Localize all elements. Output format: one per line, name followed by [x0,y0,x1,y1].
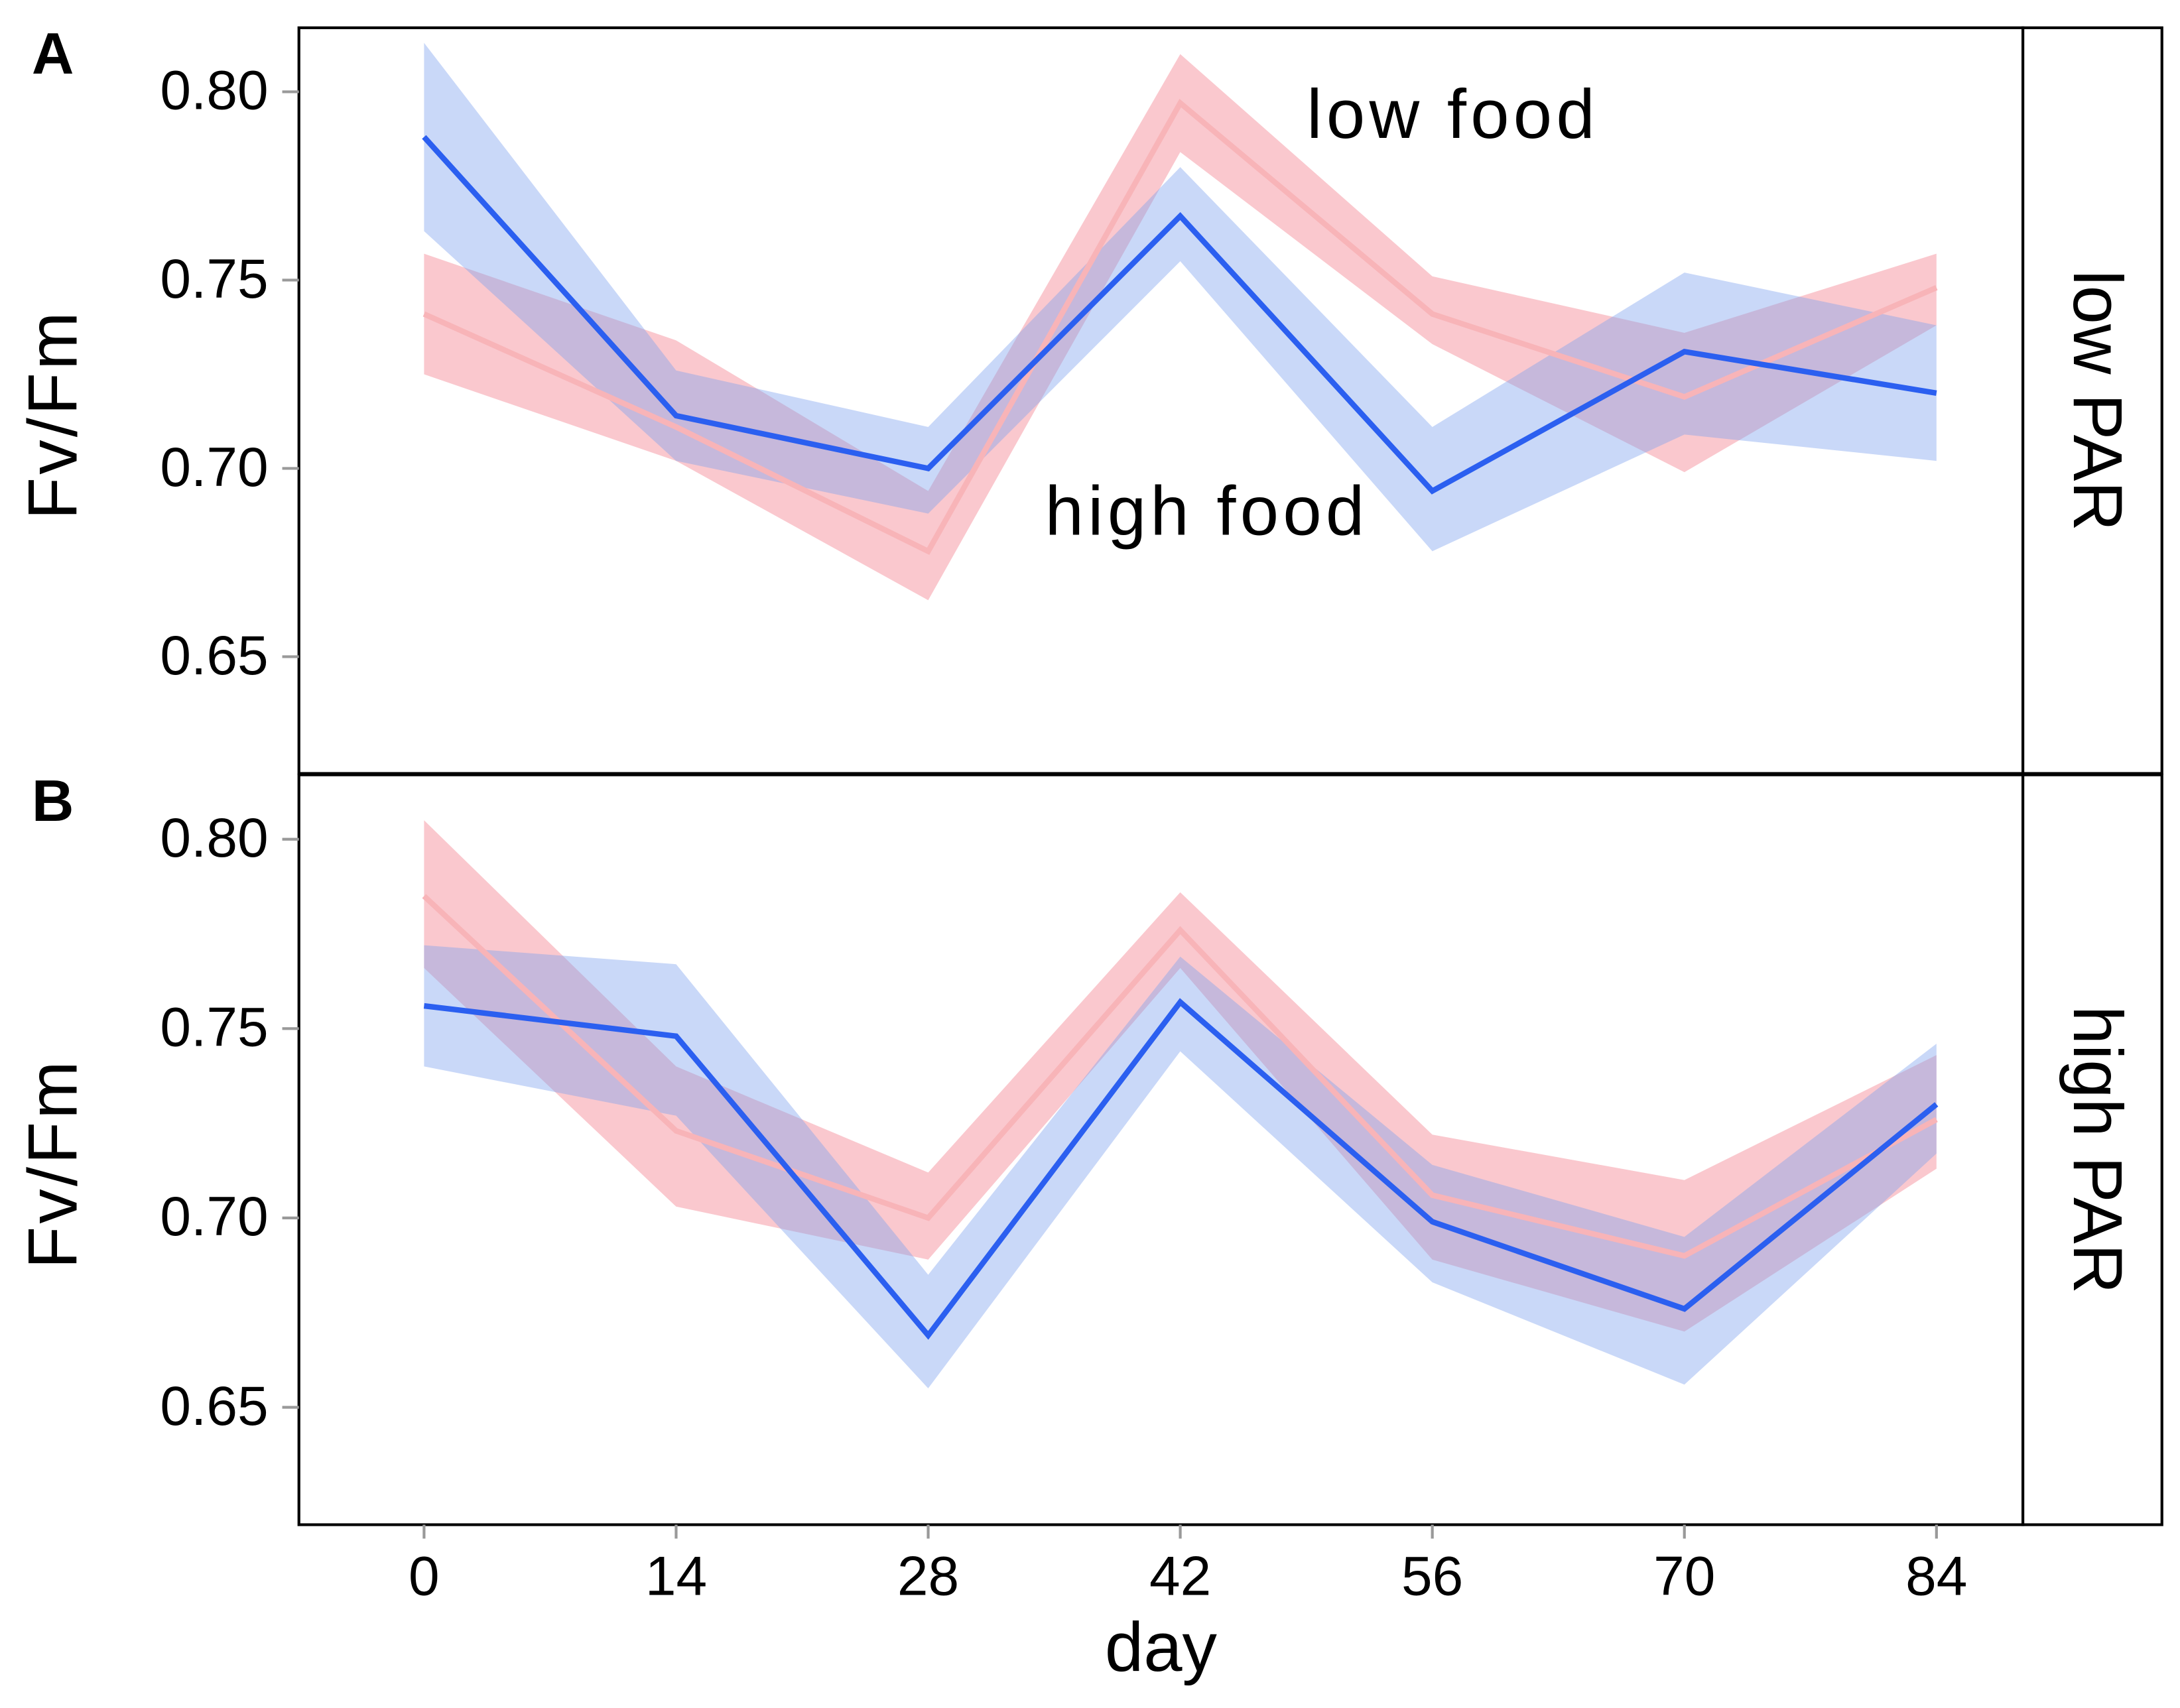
y-tick-label: 0.80 [160,806,268,869]
y-tick-label: 0.70 [160,1185,268,1247]
y-tick-label: 0.75 [160,996,268,1058]
plot-frame [297,26,2025,775]
series-line [422,894,1938,1259]
x-tick-label: 14 [645,1544,707,1607]
x-tick-label: 28 [897,1544,959,1607]
x-tick-label: 42 [1149,1544,1211,1607]
x-tick-label: 56 [1401,1544,1463,1607]
y-tick-label: 0.75 [160,247,268,310]
facet-strip [2021,773,2163,1526]
series-line [423,998,1939,1340]
confidence-band [424,54,1937,601]
facet-strip [2021,26,2163,775]
y-tick-label: 0.65 [160,1374,268,1437]
plot-frame [297,773,2025,1526]
series-line [422,99,1938,555]
panel-label: B [32,768,74,833]
y-axis-label: Fv/Fm [15,309,92,520]
facet-label: high PAR [2059,1006,2136,1294]
series-label: high food [1045,473,1369,550]
y-tick-label: 0.80 [160,59,268,121]
x-tick-label: 70 [1653,1544,1715,1607]
confidence-band [424,820,1937,1332]
x-tick-label: 0 [409,1544,440,1607]
series-label: low food [1307,76,1599,153]
y-tick-label: 0.70 [160,436,268,498]
y-axis-label: Fv/Fm [15,1058,92,1269]
y-tick-label: 0.65 [160,624,268,686]
x-tick-label: 84 [1905,1544,1967,1607]
series-line [422,135,1937,495]
x-axis-label: day [1105,1609,1218,1686]
panel-label: A [32,21,74,86]
facet-label: low PAR [2059,270,2136,531]
confidence-band [424,945,1937,1388]
